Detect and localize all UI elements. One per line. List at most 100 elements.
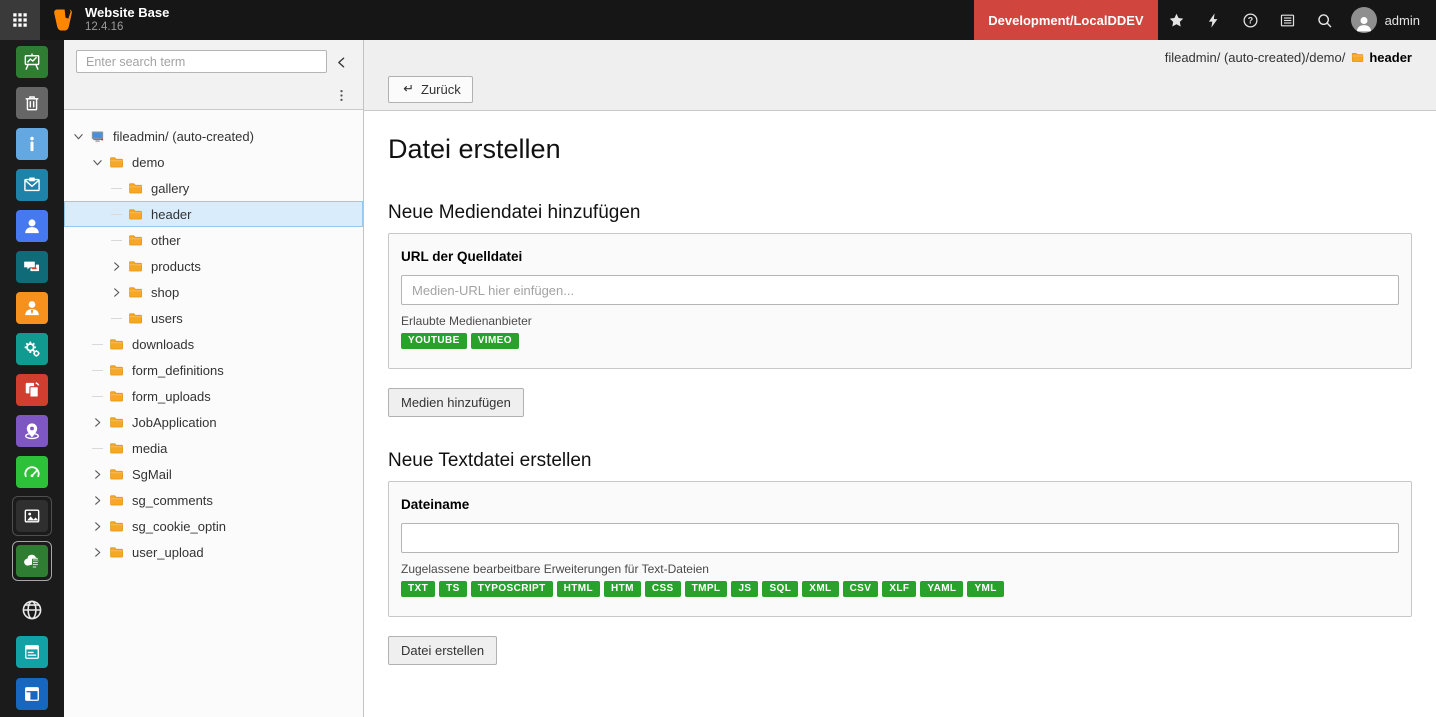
module-mail[interactable] [16, 169, 48, 201]
extension-badge: TMPL [684, 581, 728, 597]
tree-toggle-chevron-icon[interactable] [89, 388, 106, 404]
back-button[interactable]: Zurück [388, 75, 473, 103]
folder-icon [125, 258, 145, 275]
tree-node-label: sg_comments [132, 492, 213, 508]
collapse-panel-button[interactable] [327, 50, 355, 74]
module-services[interactable] [16, 333, 48, 365]
tree-toggle-chevron-icon[interactable] [89, 544, 106, 560]
tree-node[interactable]: downloads [64, 331, 363, 357]
tree-node[interactable]: user_upload [64, 539, 363, 565]
tree-node[interactable]: sg_comments [64, 487, 363, 513]
media-section-heading: Neue Mediendatei hinzufügen [388, 202, 641, 223]
tree-toolbar [64, 40, 363, 110]
site-title-block: Website Base 12.4.16 [85, 5, 169, 34]
module-locations[interactable] [16, 415, 48, 447]
search-icon[interactable] [1306, 0, 1343, 40]
tree-toggle-chevron-icon[interactable] [108, 180, 125, 196]
folder-icon [106, 492, 126, 509]
text-section-heading: Neue Textdatei erstellen [388, 450, 592, 471]
module-sites[interactable] [16, 636, 48, 668]
filename-panel: Dateiname Zugelassene bearbeitbare Erwei… [388, 481, 1412, 617]
module-redirects[interactable] [16, 374, 48, 406]
module-info[interactable] [16, 128, 48, 160]
filename-input[interactable] [401, 523, 1399, 553]
add-media-button[interactable]: Medien hinzufügen [388, 388, 524, 417]
star-icon[interactable] [1158, 0, 1195, 40]
tree-toggle-chevron-icon[interactable] [108, 206, 125, 222]
tree-node-label: users [151, 310, 183, 326]
tree-node[interactable]: shop [64, 279, 363, 305]
tree-node-label: header [151, 206, 192, 222]
tree-toggle-chevron-icon[interactable] [89, 414, 106, 430]
tree-node[interactable]: demo [64, 149, 363, 175]
extension-badge: CSV [842, 581, 879, 597]
tree-node[interactable]: form_uploads [64, 383, 363, 409]
modules-grid-button[interactable] [0, 0, 40, 40]
module-layout[interactable] [16, 678, 48, 710]
tree-node-label: JobApplication [132, 414, 217, 430]
tree-node[interactable]: header [64, 201, 363, 227]
module-filelist[interactable] [12, 541, 52, 581]
create-file-button[interactable]: Datei erstellen [388, 636, 498, 665]
tree-node[interactable]: form_definitions [64, 357, 363, 383]
tree-toggle-chevron-icon[interactable] [89, 518, 106, 534]
tree-menu-button[interactable] [327, 74, 355, 109]
tree-node[interactable]: gallery [64, 175, 363, 201]
tree-search-input[interactable] [76, 50, 327, 73]
extension-badge: YML [967, 581, 1004, 597]
provider-badges: YOUTUBE VIMEO [401, 333, 1399, 349]
tree-node[interactable]: JobApplication [64, 409, 363, 435]
module-accounts[interactable] [16, 292, 48, 324]
tree-toggle-chevron-icon[interactable] [70, 128, 87, 144]
tree-node-label: demo [132, 154, 165, 170]
module-performance[interactable] [16, 456, 48, 488]
folder-icon [106, 414, 126, 431]
tree-node-label: sg_cookie_optin [132, 518, 226, 534]
file-tree-panel: fileadmin/ (auto-created) demo gallery h… [64, 40, 364, 717]
tree-node-label: products [151, 258, 201, 274]
tree-toggle-chevron-icon[interactable] [89, 466, 106, 482]
help-icon[interactable] [1232, 0, 1269, 40]
extension-badge: YAML [920, 581, 964, 597]
bolt-icon[interactable] [1195, 0, 1232, 40]
tree-toggle-chevron-icon[interactable] [108, 232, 125, 248]
module-reports[interactable] [16, 46, 48, 78]
module-recycler[interactable] [16, 87, 48, 119]
folder-icon [125, 284, 145, 301]
tree-toggle-chevron-icon[interactable] [89, 440, 106, 456]
user-menu[interactable]: admin [1343, 0, 1436, 40]
brand[interactable]: Website Base 12.4.16 [51, 5, 169, 34]
tree-node[interactable]: products [64, 253, 363, 279]
system-info-icon[interactable] [1269, 0, 1306, 40]
tree-node[interactable]: users [64, 305, 363, 331]
return-arrow-icon [400, 82, 414, 96]
module-comments[interactable] [16, 251, 48, 283]
tree-toggle-chevron-icon[interactable] [108, 284, 125, 300]
breadcrumb-current: header [1369, 49, 1412, 65]
tree-node-label: form_uploads [132, 388, 211, 404]
topbar-right: Development/LocalDDEV admin [974, 0, 1436, 40]
add-media-button-label: Medien hinzufügen [401, 395, 511, 410]
topbar: Website Base 12.4.16 Development/LocalDD… [0, 0, 1436, 40]
tree-toggle-chevron-icon[interactable] [89, 362, 106, 378]
extension-badge: CSS [644, 581, 681, 597]
username: admin [1384, 12, 1420, 28]
tree-toggle-chevron-icon[interactable] [108, 258, 125, 274]
module-view[interactable] [16, 594, 48, 626]
media-url-input[interactable] [401, 275, 1399, 305]
tree-toggle-chevron-icon[interactable] [89, 154, 106, 170]
module-images[interactable] [12, 496, 52, 536]
tree-node[interactable]: media [64, 435, 363, 461]
folder-icon [125, 310, 145, 327]
tree-toggle-chevron-icon[interactable] [89, 492, 106, 508]
tree-node[interactable]: other [64, 227, 363, 253]
folder-icon [1350, 50, 1365, 65]
module-users[interactable] [16, 210, 48, 242]
tree-toggle-chevron-icon[interactable] [108, 310, 125, 326]
extension-badge: TXT [401, 581, 436, 597]
tree-node[interactable]: sg_cookie_optin [64, 513, 363, 539]
tree-toggle-chevron-icon[interactable] [89, 336, 106, 352]
tree-node[interactable]: fileadmin/ (auto-created) [64, 123, 363, 149]
tree-node[interactable]: SgMail [64, 461, 363, 487]
breadcrumb-path: fileadmin/ (auto-created)/demo/ [1164, 49, 1346, 65]
